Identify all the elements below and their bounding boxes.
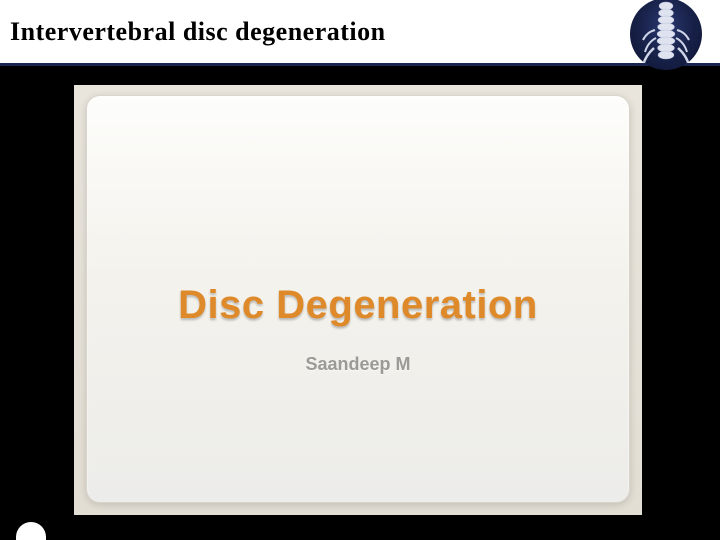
spine-icon [630,0,702,70]
card-title: Disc Degeneration [178,283,538,328]
slide-title: Intervertebral disc degeneration [10,17,386,47]
content-outer: Disc Degeneration Saandeep M [74,85,642,515]
slide-header: Intervertebral disc degeneration [0,0,720,66]
slide: Intervertebral disc degeneration [0,0,720,540]
footer-indicator [16,522,46,540]
card-author: Saandeep M [305,354,410,375]
content-card: Disc Degeneration Saandeep M [86,95,630,503]
spine-svg [639,0,693,68]
